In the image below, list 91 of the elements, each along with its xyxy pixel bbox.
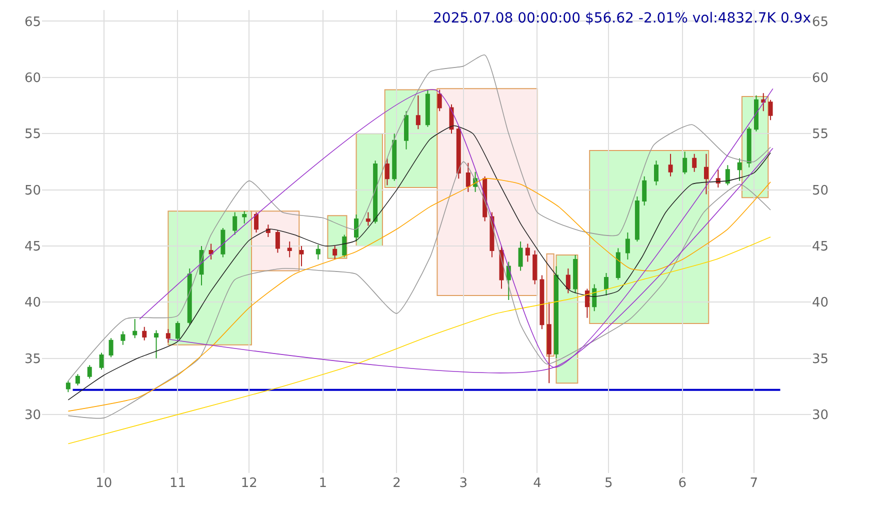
candlestick — [287, 241, 292, 258]
y-tick-label: 55 — [24, 127, 41, 142]
candlestick — [584, 288, 590, 318]
candlestick — [416, 94, 420, 130]
y-tick-label: 65 — [24, 14, 41, 30]
candlestick — [437, 89, 442, 112]
y2-tick-label: 35 — [812, 352, 829, 367]
candlestick — [654, 160, 658, 186]
x-tick-label: 4 — [533, 476, 542, 491]
candlestick — [525, 243, 530, 262]
candlestick — [546, 302, 552, 384]
candlestick — [682, 151, 688, 175]
x-tick-label: 6 — [678, 476, 687, 491]
y-tick-label: 30 — [24, 408, 41, 424]
candlestick — [120, 330, 126, 346]
candlestick — [299, 246, 304, 267]
candlestick — [592, 284, 597, 312]
candlestick — [518, 241, 523, 272]
candlestick — [354, 214, 359, 242]
y-tick-label: 45 — [24, 240, 41, 255]
candlestick — [540, 274, 544, 330]
candlestick — [573, 254, 578, 294]
candlestick — [208, 243, 214, 260]
candlestick — [425, 89, 430, 128]
chart-title: 2025.07.08 00:00:00 $56.62 -2.01% vol:4832.7K 0.9x — [433, 10, 811, 26]
x-tick-label: 5 — [604, 476, 613, 491]
y2-tick-label: 50 — [812, 183, 829, 198]
candlestick — [366, 212, 370, 226]
candlestick — [108, 338, 114, 358]
candlestick — [175, 320, 180, 341]
candlestick — [373, 160, 378, 224]
candlestick — [316, 244, 320, 260]
candlestick — [99, 352, 104, 370]
x-tick-label: 10 — [96, 476, 112, 491]
candlestick — [642, 176, 647, 206]
candlestick — [232, 212, 238, 236]
y2-tick-label: 60 — [812, 70, 829, 86]
y-tick-label: 50 — [24, 183, 41, 198]
line-series — [68, 236, 771, 444]
candlestick — [704, 153, 708, 195]
candlestick — [87, 364, 92, 380]
line-series — [68, 54, 771, 382]
y2-tick-label: 45 — [812, 240, 829, 255]
y2-tick-label: 65 — [812, 14, 829, 30]
x-tick-label: 11 — [169, 476, 186, 491]
candlestick — [668, 153, 673, 177]
candlestick — [616, 248, 620, 280]
candlestick — [220, 228, 226, 258]
candlestick — [142, 326, 147, 341]
y-tick-label: 35 — [24, 352, 41, 367]
x-tick-label: 12 — [240, 476, 258, 491]
candlestick — [404, 110, 409, 150]
candlestick — [634, 196, 640, 242]
y-tick-label: 60 — [24, 70, 41, 86]
candlestick — [456, 126, 461, 180]
candlestick — [166, 328, 170, 344]
candlestick — [75, 374, 80, 386]
x-tick-label: 1 — [318, 476, 328, 491]
candlestick — [384, 158, 390, 186]
candlestick — [761, 92, 766, 112]
candlestick — [132, 318, 138, 339]
y2-tick-label: 55 — [812, 127, 829, 142]
y2-tick-label: 30 — [812, 408, 829, 424]
x-tick-label: 7 — [750, 476, 758, 491]
candlestick — [604, 272, 608, 296]
line-series — [68, 125, 771, 400]
candlestick — [768, 99, 773, 121]
candlestick — [332, 246, 338, 260]
candlestick — [737, 158, 742, 182]
candlestick — [242, 210, 247, 224]
candlestick — [554, 266, 558, 359]
y2-tick-label: 40 — [812, 296, 829, 311]
candlestick — [532, 250, 538, 285]
candlestick — [254, 212, 259, 234]
x-tick-label: 3 — [459, 476, 468, 491]
x-tick-label: 2 — [392, 476, 401, 491]
candlestick — [66, 380, 70, 393]
candlestick — [566, 268, 570, 294]
candlestick — [692, 153, 697, 172]
candlestick — [625, 232, 630, 260]
candlestick — [725, 164, 730, 186]
candlestick — [187, 268, 192, 326]
candlestick — [466, 162, 470, 193]
candlestick — [506, 261, 511, 300]
y-tick-label: 40 — [24, 296, 41, 311]
candlestick — [754, 94, 758, 132]
candlestick — [392, 133, 397, 182]
candlestick — [746, 126, 752, 168]
candlestick — [154, 330, 159, 359]
candlestick — [342, 234, 347, 258]
candlestick — [275, 230, 280, 254]
